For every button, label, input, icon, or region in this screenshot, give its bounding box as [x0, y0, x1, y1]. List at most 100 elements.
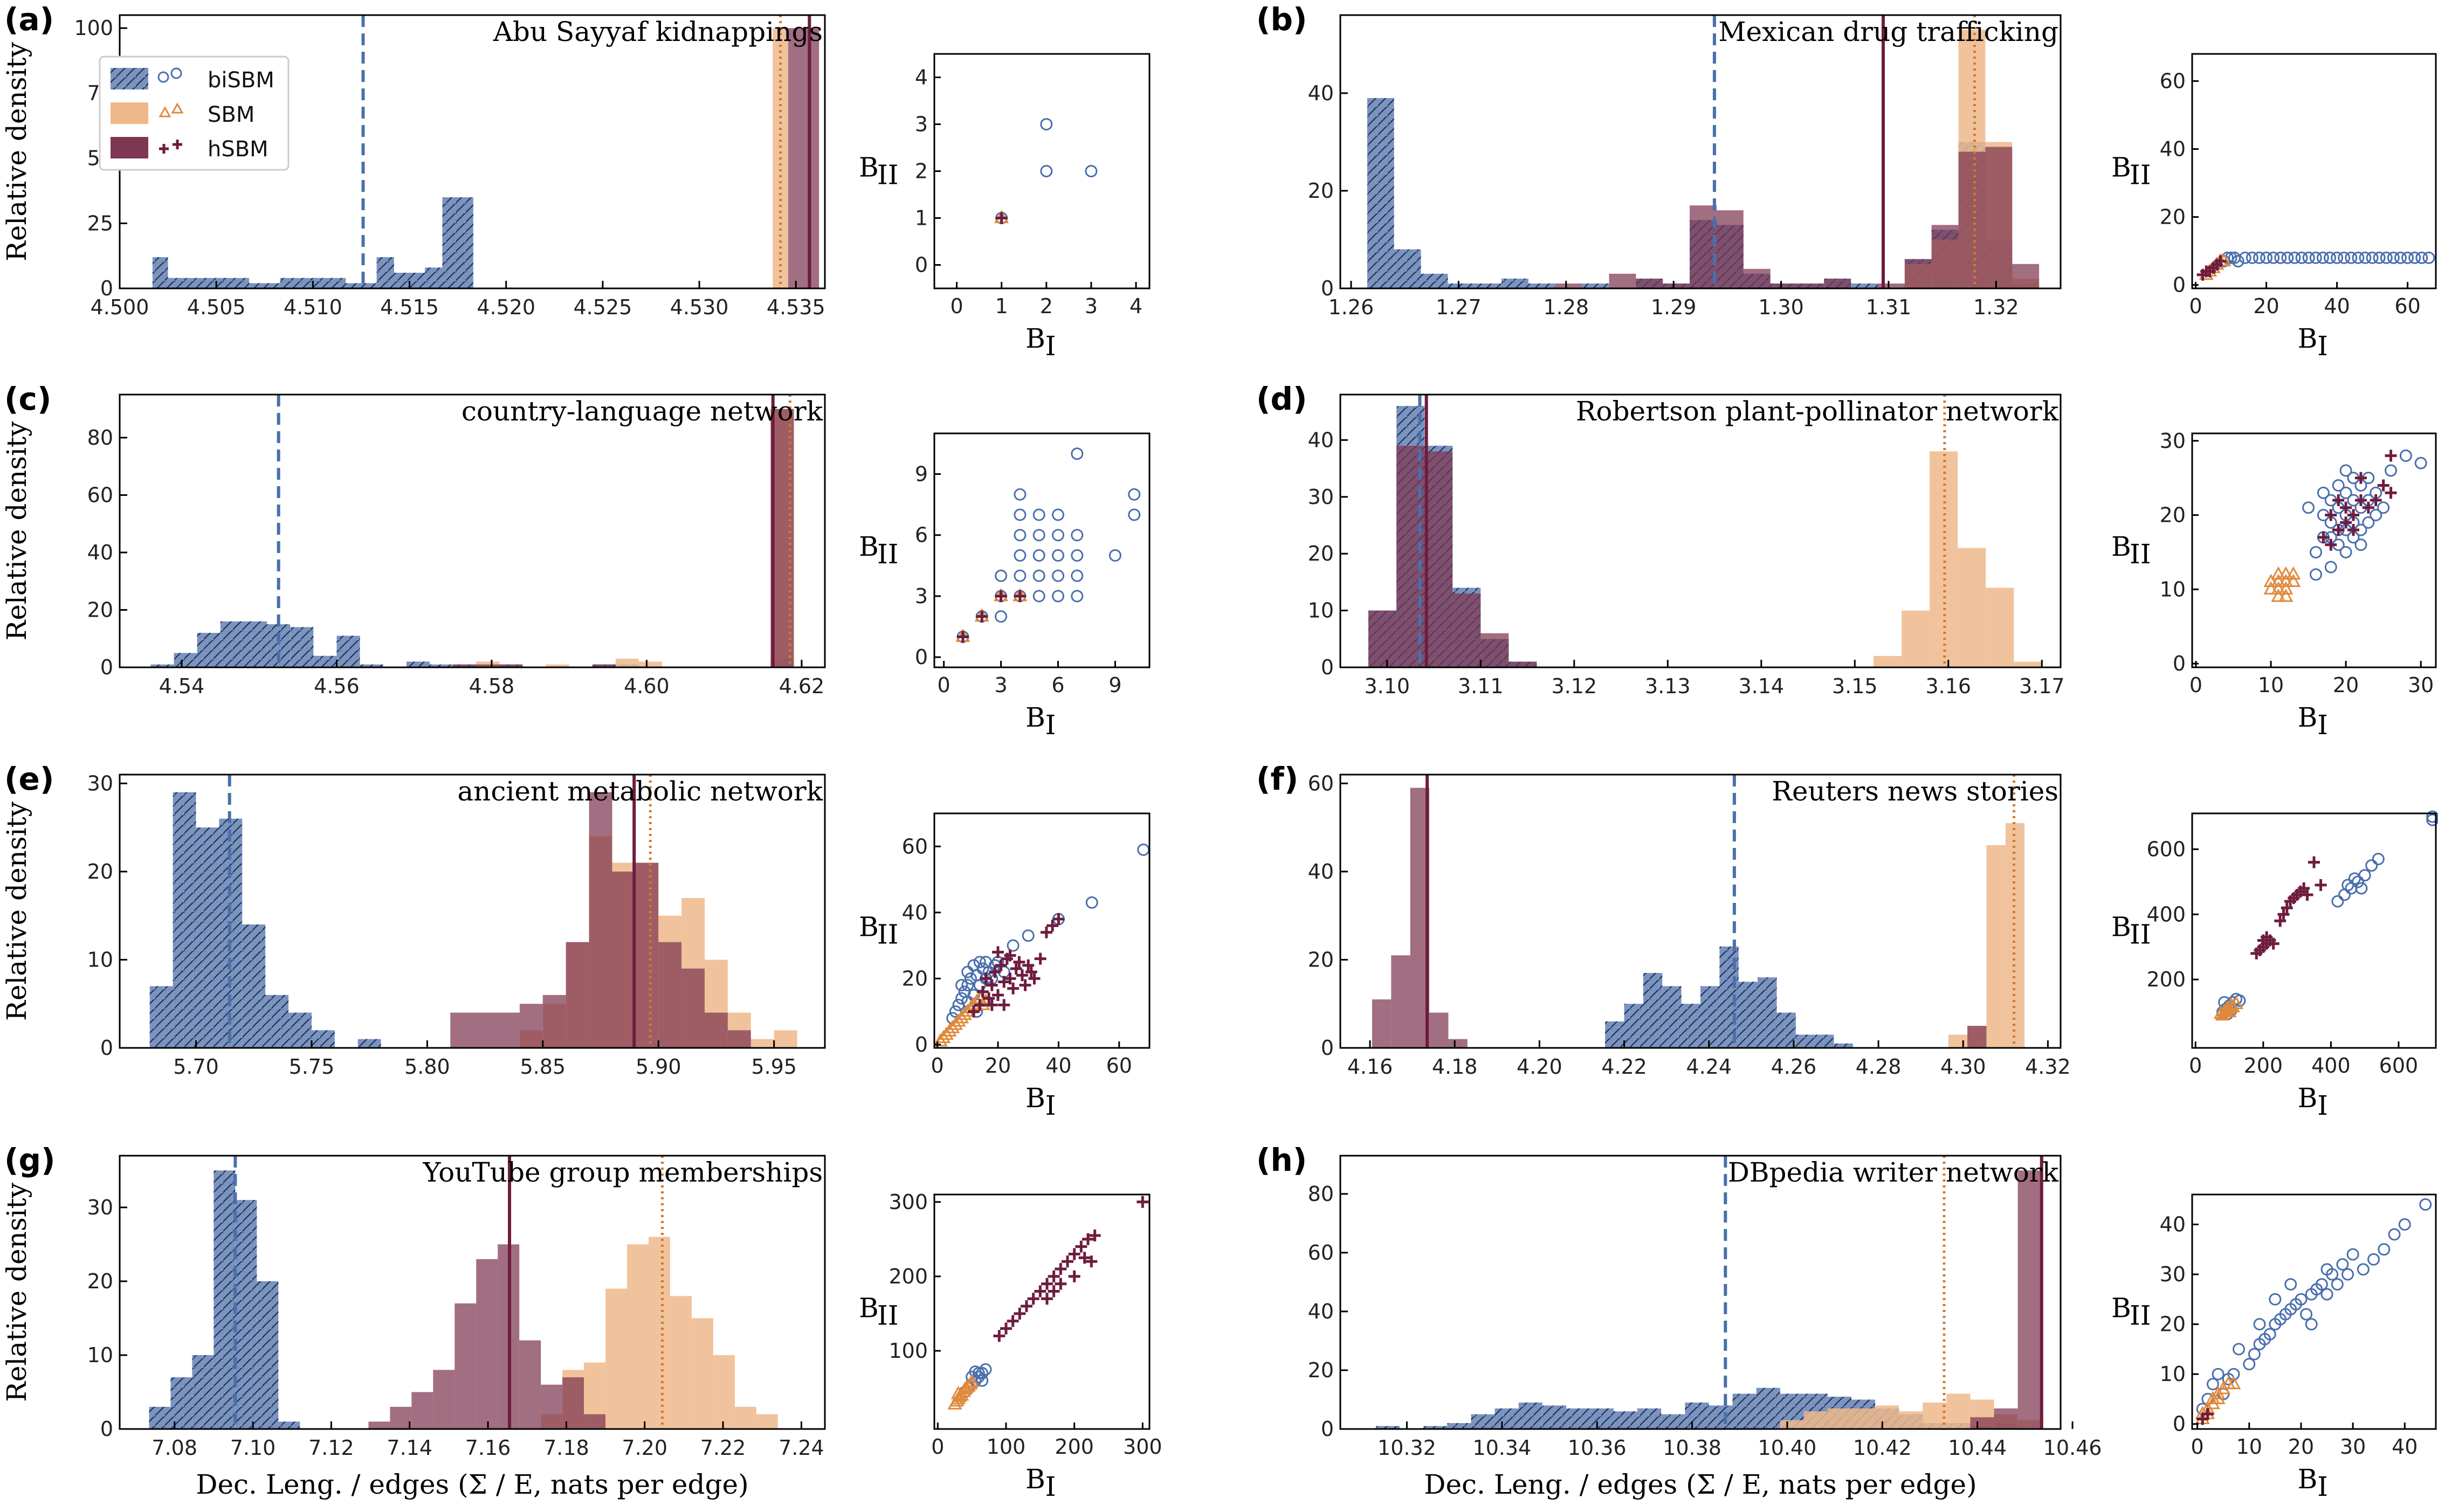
scatter-x-tick-label: 0 — [950, 294, 963, 318]
bar-hatch — [406, 661, 430, 667]
point-hsbm — [1052, 913, 1065, 926]
scatter-y-tick-label: 300 — [889, 1190, 928, 1214]
y-tick-label: 30 — [87, 771, 113, 795]
bar-hsbm — [1931, 225, 1959, 288]
bar-hsbm — [1770, 283, 1797, 288]
scatter-x-tick-label: 20 — [2333, 673, 2359, 697]
scatter-x-tick-label: 30 — [2408, 673, 2434, 697]
point-hsbm — [1055, 1278, 1067, 1290]
scatter-y-tick-label: 40 — [2160, 1213, 2186, 1237]
point-bisbm — [2336, 1258, 2349, 1271]
scatter-y-label: B — [2111, 1293, 2131, 1324]
point-bisbm — [2357, 1263, 2370, 1276]
point-sbm — [965, 1373, 980, 1387]
bar-hsbm — [497, 1012, 520, 1048]
point-bisbm — [2281, 251, 2294, 264]
point-bisbm — [2295, 251, 2308, 264]
panel-e: (e) 5.70 5.75 5.80 5.85 5.90 5.95 0 10 20 30 ancien… — [1, 761, 1151, 1121]
y-tick-label: 40 — [1308, 860, 1334, 883]
bar-sbm — [691, 1318, 713, 1429]
bar-hatch — [1502, 278, 1528, 288]
y-tick-label: 40 — [87, 541, 113, 564]
point-bisbm — [2260, 251, 2273, 264]
scatter-frame — [933, 432, 1151, 668]
point-bisbm — [1014, 488, 1027, 501]
point-bisbm — [1071, 529, 1084, 542]
x-tick-label: 4.26 — [1771, 1055, 1817, 1079]
scatter-frame — [933, 812, 1151, 1049]
bar-hatch — [257, 1281, 279, 1429]
legend-label-sbm: SBM — [208, 102, 254, 127]
y-tick-label: 10 — [87, 1343, 113, 1367]
point-bisbm — [2348, 872, 2361, 885]
point-sbm — [2278, 566, 2294, 580]
legend-swatch-hsbm — [111, 137, 148, 158]
bar-hatch — [1637, 1408, 1662, 1429]
point-bisbm — [1052, 529, 1065, 542]
bar-hatch — [243, 621, 267, 667]
point-bisbm — [2372, 853, 2385, 866]
point-bisbm — [2332, 479, 2345, 492]
point-sbm — [2278, 581, 2294, 595]
bar-hatch — [1542, 1405, 1566, 1429]
point-bisbm — [2387, 251, 2400, 264]
point-bisbm — [2324, 561, 2337, 574]
point-bisbm — [2388, 1228, 2401, 1241]
bar-hsbm — [473, 1012, 497, 1048]
point-hsbm — [995, 590, 1007, 602]
point-hsbm — [1068, 1270, 1080, 1282]
scatter-frame — [2191, 812, 2437, 1049]
point-hsbm — [1048, 1270, 1060, 1282]
hist-frame — [119, 774, 826, 1049]
scatter-x-tick-label: 9 — [1108, 673, 1121, 697]
scatter-x-tick-label: 20 — [2253, 294, 2279, 318]
hist-title: Abu Sayyaf kidnappings — [493, 16, 823, 47]
bar-hatch — [1685, 1402, 1709, 1429]
scatter-x-tick-label: 200 — [1055, 1435, 1094, 1459]
point-bisbm — [1014, 529, 1027, 542]
point-bisbm — [2341, 1268, 2354, 1281]
scatter-x-label: B — [1025, 702, 1045, 733]
point-bisbm — [2269, 1293, 2282, 1306]
point-hsbm — [2385, 487, 2397, 499]
bar-hatch — [1605, 1021, 1624, 1048]
scatter-x-tick-label: 3 — [994, 673, 1007, 697]
legend-label-bisbm: biSBM — [208, 68, 274, 93]
bar-hsbm — [542, 995, 566, 1048]
panel-label: (g) — [4, 1142, 56, 1178]
scatter-x-label-sub: I — [2317, 330, 2328, 362]
bar-hsbm — [681, 968, 705, 1048]
hist-title: Reuters news stories — [1772, 776, 2058, 807]
point-hsbm — [1041, 1293, 1053, 1305]
point-sbm — [2286, 566, 2301, 580]
x-tick-label: 4.520 — [477, 295, 535, 319]
panel-label: (d) — [1256, 381, 1307, 417]
point-bisbm — [1137, 843, 1150, 856]
bar-hatch — [173, 792, 196, 1048]
x-tick-label: 4.505 — [187, 295, 246, 319]
point-bisbm — [964, 972, 977, 985]
scatter-frame — [2191, 53, 2437, 289]
bar-hatch — [1367, 98, 1394, 289]
point-bisbm — [2345, 251, 2358, 264]
point-hsbm — [2274, 915, 2287, 927]
scatter-y-tick-label: 0 — [2173, 1412, 2186, 1436]
x-tick-label: 3.10 — [1364, 674, 1410, 698]
scatter-x-tick-label: 600 — [2379, 1054, 2419, 1078]
bar-hsbm — [476, 664, 500, 667]
point-hsbm — [2317, 531, 2330, 543]
point-hsbm — [2354, 472, 2367, 484]
y-tick-label: 80 — [1308, 1182, 1334, 1206]
point-bisbm — [2414, 457, 2427, 470]
point-hsbm — [1034, 1285, 1046, 1297]
scatter-frame — [933, 1193, 1151, 1430]
x-tick-label: 7.16 — [465, 1436, 511, 1460]
x-tick-label: 3.17 — [2019, 674, 2065, 698]
y-tick-label: 40 — [1308, 428, 1334, 452]
bar-hsbm — [476, 1259, 498, 1429]
panel-label: (e) — [4, 761, 54, 797]
point-sbm — [2286, 574, 2301, 588]
point-hsbm — [968, 1005, 980, 1018]
